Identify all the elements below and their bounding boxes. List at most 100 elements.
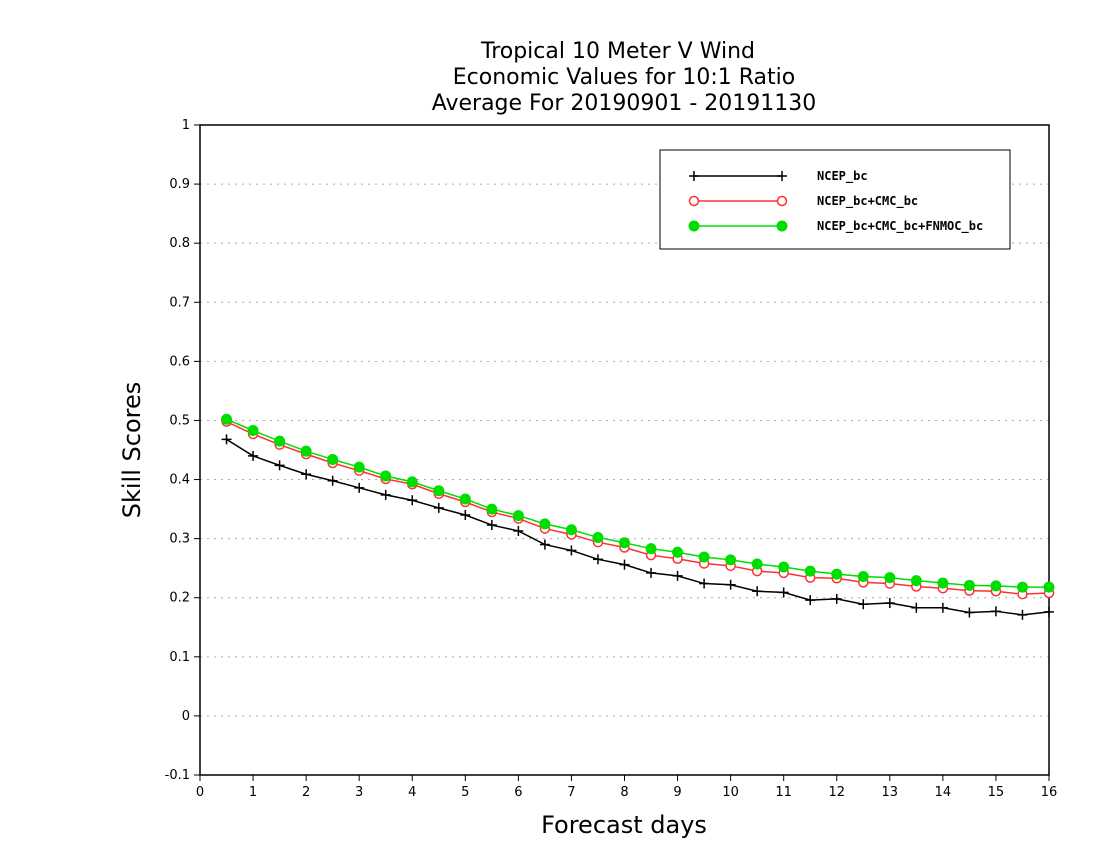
x-tick-label: 13 xyxy=(882,785,899,800)
legend-marker xyxy=(776,195,788,207)
y-tick-label: 0.6 xyxy=(169,354,190,369)
y-tick-label: 0.2 xyxy=(169,591,190,606)
data-point xyxy=(884,598,895,609)
data-point xyxy=(778,561,790,573)
y-tick-label: 0 xyxy=(182,709,190,724)
y-tick-label: 0.4 xyxy=(169,473,190,488)
y-axis-title: Skill Scores xyxy=(118,382,146,519)
data-point xyxy=(407,495,418,506)
series-ncep-bc-cmc-bc xyxy=(221,416,1055,600)
y-tick-label: 0.5 xyxy=(169,413,190,428)
data-point xyxy=(301,469,312,480)
legend-label: NCEP_bc xyxy=(817,169,868,184)
data-point xyxy=(513,525,524,536)
x-tick-label: 0 xyxy=(196,785,204,800)
chart-title-line-2: Economic Values for 10:1 Ratio xyxy=(453,65,795,90)
data-point xyxy=(247,425,259,436)
series-line-ncep-bc-cmc-bc-fnmoc-bc xyxy=(226,418,1049,588)
data-point xyxy=(221,413,233,425)
x-tick-label: 6 xyxy=(514,785,522,800)
data-point xyxy=(1016,581,1028,593)
legend-marker xyxy=(777,171,787,181)
data-point xyxy=(911,602,922,613)
chart-title-line-1: Tropical 10 Meter V Wind xyxy=(480,39,755,64)
series-lines xyxy=(221,413,1055,620)
data-point xyxy=(672,546,684,558)
chart-title-line-3: Average For 20190901 - 20191130 xyxy=(432,91,817,116)
data-point xyxy=(1044,606,1054,617)
y-tick-label: 1 xyxy=(182,118,190,133)
y-tick-label: 0.3 xyxy=(169,532,190,547)
data-point xyxy=(831,568,843,580)
x-tick-label: 8 xyxy=(620,785,628,800)
data-point xyxy=(274,460,285,471)
data-point xyxy=(512,510,524,522)
data-point xyxy=(937,577,949,589)
legend-marker xyxy=(688,195,700,207)
data-point xyxy=(964,607,975,618)
data-point xyxy=(565,524,577,536)
data-point xyxy=(486,520,497,531)
data-point xyxy=(804,565,816,577)
data-point xyxy=(486,503,498,515)
x-axis-title: Forecast days xyxy=(541,811,707,839)
data-point xyxy=(274,435,286,447)
data-point xyxy=(353,461,365,473)
x-tick-label: 16 xyxy=(1041,785,1058,800)
data-point xyxy=(327,453,339,465)
data-point xyxy=(672,570,683,581)
legend-marker xyxy=(688,220,700,232)
data-point xyxy=(221,434,232,445)
series-line-ncep-bc xyxy=(226,438,1050,616)
data-point xyxy=(990,606,1001,617)
data-point xyxy=(619,559,630,570)
axis-ticks: -0.100.10.20.30.40.50.60.70.80.910 1 2 3 4 5 6… xyxy=(165,118,1058,800)
data-point xyxy=(645,543,657,555)
data-point xyxy=(592,554,603,565)
x-tick-label: 14 xyxy=(935,785,952,800)
y-tick-label: 0.9 xyxy=(169,177,190,192)
x-tick-label: 10 xyxy=(722,785,739,800)
data-point xyxy=(592,531,604,543)
x-tick-label: 3 xyxy=(355,785,363,800)
series-ncep-bc-cmc-bc-fnmoc-bc xyxy=(221,413,1055,593)
data-point xyxy=(459,493,471,505)
data-point xyxy=(433,485,445,497)
x-tick-label: 1 xyxy=(249,785,257,800)
legend-entry: NCEP_bc+CMC_bc+FNMOC_bc xyxy=(688,219,983,234)
data-point xyxy=(699,578,710,589)
data-point xyxy=(725,554,737,566)
data-point xyxy=(990,580,1002,592)
data-point xyxy=(539,539,550,550)
data-point xyxy=(380,470,392,482)
data-point xyxy=(300,445,312,457)
x-tick-label: 7 xyxy=(567,785,575,800)
data-point xyxy=(566,545,577,556)
y-tick-label: -0.1 xyxy=(165,768,190,783)
data-point xyxy=(248,450,259,461)
chart-title: Tropical 10 Meter V Wind Economic Values… xyxy=(432,39,817,116)
legend-label: NCEP_bc+CMC_bc+FNMOC_bc xyxy=(817,219,983,234)
legend: NCEP_bc NCEP_bc+CMC_bc NCEP_bc+CMC_bc+FNMO… xyxy=(659,149,1011,250)
data-point xyxy=(433,502,444,513)
data-point xyxy=(910,575,922,587)
y-tick-label: 0.1 xyxy=(169,650,190,665)
x-tick-label: 12 xyxy=(828,785,845,800)
x-tick-label: 5 xyxy=(461,785,469,800)
legend-box xyxy=(659,149,1011,250)
data-point xyxy=(805,595,816,606)
x-tick-label: 11 xyxy=(775,785,792,800)
data-point xyxy=(963,579,975,591)
legend-marker xyxy=(776,220,788,232)
data-point xyxy=(327,475,338,486)
data-point xyxy=(725,579,736,590)
legend-marker xyxy=(689,171,699,181)
x-tick-label: 9 xyxy=(673,785,681,800)
data-point xyxy=(460,510,471,520)
legend-label: NCEP_bc+CMC_bc xyxy=(817,194,918,209)
data-point xyxy=(380,489,391,500)
x-tick-label: 2 xyxy=(302,785,310,800)
data-point xyxy=(831,593,842,604)
data-point xyxy=(698,551,710,563)
